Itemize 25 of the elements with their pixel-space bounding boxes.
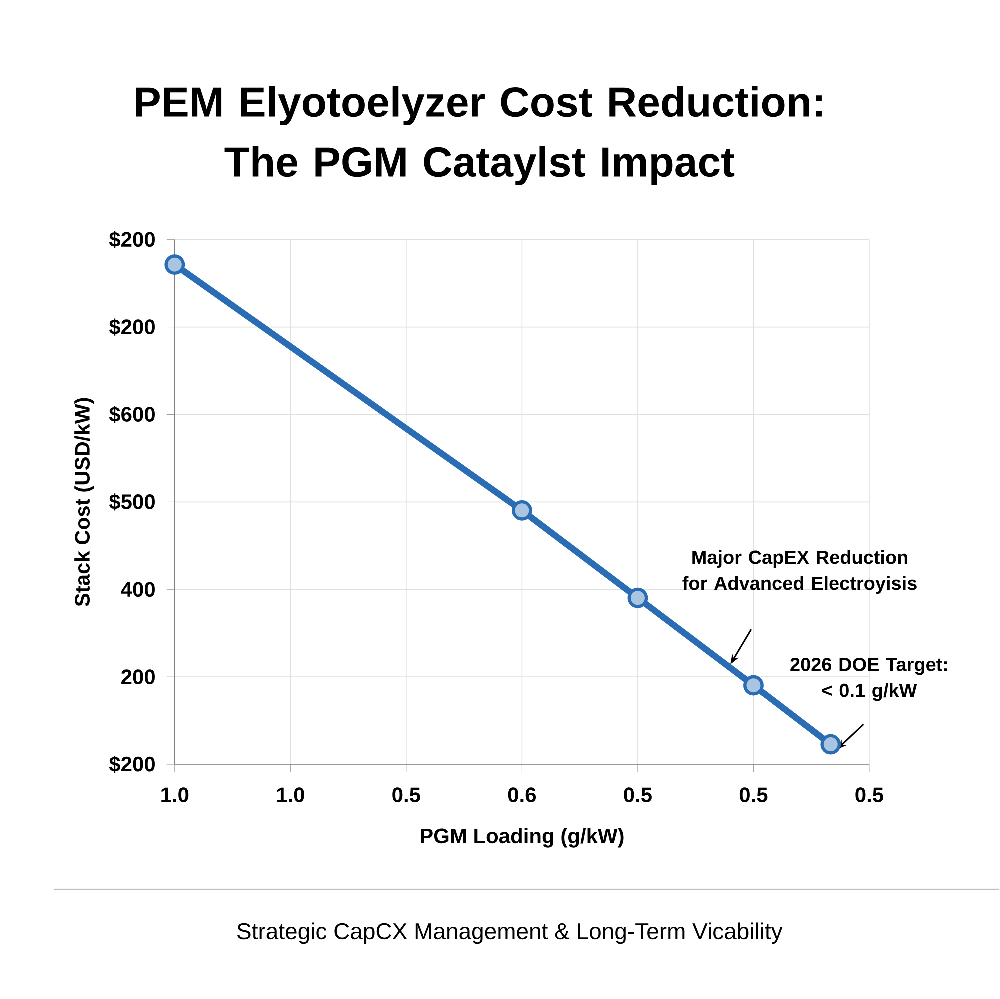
x-tick-label: 0.6: [508, 787, 536, 802]
text: 400: [121, 582, 155, 597]
text: $200: [109, 318, 155, 336]
chart-title: PEM Elyotoelyzer Cost Reduction: The PGM Cataylst Impact: [136, 86, 822, 186]
text: $200: [109, 756, 155, 773]
point: [164, 254, 186, 275]
x-tick-label: 0.5: [856, 787, 884, 802]
x-tick-label: 0.5: [740, 787, 768, 802]
point: [512, 500, 532, 521]
point: [628, 588, 648, 608]
point: [820, 734, 842, 755]
point: [744, 675, 764, 696]
x-tick-label: 1.0: [162, 787, 189, 802]
x-axis-title: PGM Loading (g/kW): [421, 828, 624, 848]
text: $500: [109, 493, 155, 511]
annotation: Major CapEX Reduction for Advanced Electroyisis: [682, 550, 917, 594]
x-tick-label: 1.0: [277, 787, 304, 802]
y-axis-title: Stack Cost (USD/kW): [74, 398, 94, 606]
text: $200: [109, 231, 155, 248]
x-tick-label: 0.5: [624, 787, 652, 802]
text: 200: [122, 669, 155, 684]
text: $600: [109, 406, 155, 424]
x-tick-label: 0.5: [392, 787, 420, 802]
annotation: 2026 DOE Target: < 0.1 g/kW: [790, 658, 948, 702]
text: Strategic CapCX Management & Long-Term Vicability: [238, 922, 783, 944]
